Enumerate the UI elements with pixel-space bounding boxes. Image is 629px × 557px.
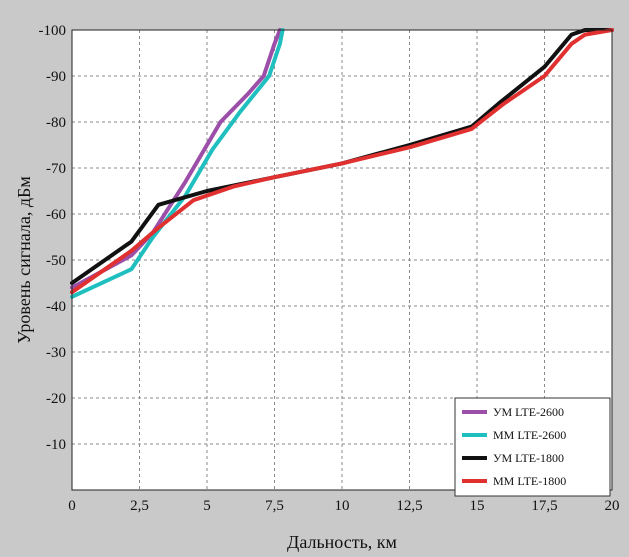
x-tick-label: 15: [470, 498, 485, 514]
y-tick-labels: -100 -90 -80 -70 -60 -50 -40 -30 -20 -10: [39, 23, 67, 453]
x-tick-label: 2,5: [130, 498, 149, 514]
x-tick-label: 5: [203, 498, 211, 514]
plot-frame: [71, 29, 613, 491]
legend-label: УМ LTE-1800: [493, 451, 564, 465]
x-tick-label: 20: [605, 498, 620, 514]
y-tick-label: -30: [46, 345, 66, 361]
legend-label: ММ LTE-1800: [493, 474, 566, 488]
x-tick-labels: 0 2,5 5 7,5 10 12,5 15 17,5 20: [68, 498, 619, 514]
legend-label: УМ LTE-2600: [493, 405, 564, 419]
y-tick-label: -20: [46, 391, 66, 407]
series-line-1: [70, 28, 282, 290]
x-axis-title: Дальность, км: [287, 532, 397, 552]
y-tick-label: -50: [46, 253, 66, 269]
y-tick-label: -60: [46, 207, 66, 223]
y-axis-title: Уровень сигнала, дБм: [14, 176, 34, 344]
series-line-3: [70, 28, 614, 285]
grid: [72, 30, 612, 490]
x-tick-label: 10: [335, 498, 350, 514]
y-tick-label: -90: [46, 69, 66, 85]
x-tick-label: 0: [68, 498, 76, 514]
y-tick-label: -10: [46, 437, 66, 453]
series-line-2: [70, 28, 285, 299]
y-tick-label: -40: [46, 299, 66, 315]
y-tick-label: -100: [39, 23, 67, 39]
series-line-4: [70, 28, 614, 295]
legend-label: ММ LTE-2600: [493, 428, 566, 442]
legend: УМ LTE-2600 ММ LTE-2600 УМ LTE-1800 ММ LTE-…: [454, 397, 611, 497]
series-lines: [70, 28, 614, 299]
y-tick-label: -80: [46, 115, 66, 131]
x-tick-label: 12,5: [396, 498, 422, 514]
x-tick-label: 7,5: [265, 498, 284, 514]
x-tick-label: 17,5: [531, 498, 557, 514]
y-tick-label: -70: [46, 161, 66, 177]
